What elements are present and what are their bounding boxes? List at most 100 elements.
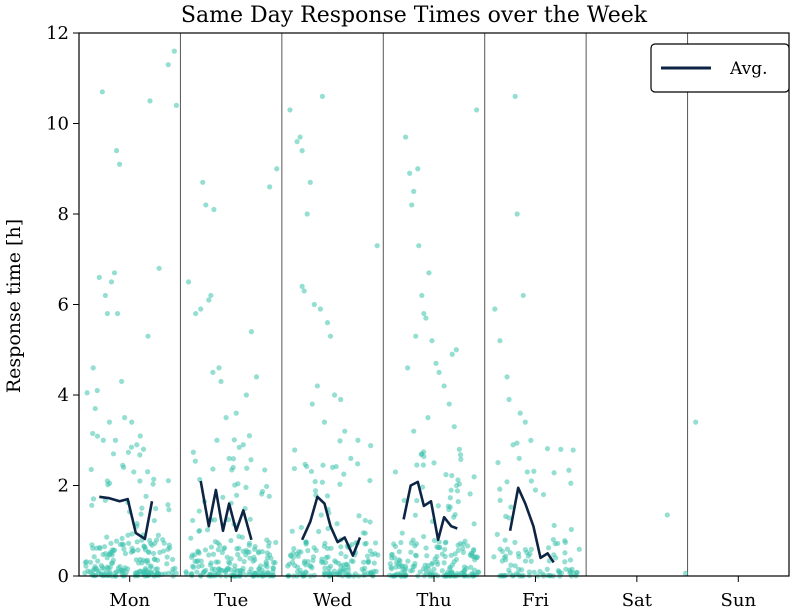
scatter-point [104, 310, 110, 317]
scatter-point [248, 329, 255, 335]
scatter-point [147, 98, 153, 104]
scatter-point [441, 383, 447, 389]
scatter-point [303, 570, 309, 576]
scatter-point [436, 544, 443, 551]
scatter-point [213, 559, 219, 565]
scatter-point [372, 540, 379, 546]
scatter-point [292, 447, 298, 453]
scatter-point [424, 553, 430, 559]
scatter-point [264, 550, 270, 556]
scatter-point [185, 279, 192, 285]
scatter-point [528, 558, 534, 564]
scatter-point [312, 478, 318, 485]
scatter-point [114, 310, 121, 317]
scatter-point [301, 560, 307, 566]
scatter-point [442, 546, 448, 553]
scatter-point [503, 557, 509, 563]
scatter-point [223, 415, 229, 421]
scatter-point [211, 206, 217, 213]
scatter-point [122, 572, 128, 578]
scatter-point [247, 516, 253, 522]
scatter-point [210, 551, 217, 557]
scatter-point [263, 483, 270, 490]
scatter-point [232, 563, 238, 569]
avg-line-group [99, 480, 555, 564]
scatter-point [145, 572, 151, 578]
scatter-point [151, 517, 157, 524]
scatter-point [252, 543, 258, 550]
scatter-point [455, 477, 461, 483]
scatter-point [497, 546, 503, 552]
x-tick-label: Fri [522, 590, 549, 611]
scatter-point [433, 360, 439, 366]
scatter-point [100, 437, 106, 443]
scatter-point [471, 474, 477, 480]
scatter-point [143, 493, 149, 499]
scatter-point [216, 365, 222, 371]
scatter-point [137, 433, 143, 439]
scatter-point [528, 437, 534, 443]
scatter-point [395, 561, 402, 567]
scatter-point [449, 351, 455, 357]
scatter-point [516, 455, 522, 461]
scatter-point [169, 569, 175, 575]
scatter-point [348, 558, 355, 564]
scatter-point [264, 537, 270, 543]
scatter-point [457, 452, 464, 458]
scatter-point [110, 451, 117, 457]
scatter-point [522, 419, 528, 425]
scatter-point [141, 544, 147, 550]
scatter-point [111, 270, 118, 276]
scatter-point [551, 470, 557, 476]
scatter-point [129, 419, 135, 425]
scatter-point [374, 243, 380, 249]
scatter-point [191, 552, 198, 558]
scatter-point [203, 202, 209, 208]
scatter-point [520, 292, 526, 299]
scatter-point [119, 569, 125, 575]
scatter-point [122, 415, 128, 421]
scatter-point [471, 567, 478, 573]
scatter-point [322, 540, 328, 546]
scatter-point [111, 547, 118, 553]
scatter-point [139, 505, 145, 511]
scatter-point [576, 546, 582, 552]
scatter-point [205, 527, 211, 533]
scatter-point [360, 530, 366, 536]
scatter-point [337, 481, 343, 487]
scatter-point [138, 511, 144, 517]
scatter-point [562, 559, 568, 565]
scatter-point [504, 479, 510, 485]
scatter-point [512, 93, 518, 99]
scatter-point [256, 566, 262, 573]
scatter-point [411, 428, 417, 434]
scatter-point [211, 517, 218, 523]
scatter-point [455, 547, 461, 554]
scatter-point [556, 569, 562, 575]
scatter-point [453, 347, 459, 353]
scatter-point [238, 567, 244, 574]
scatter-point [425, 415, 431, 421]
scatter-point [299, 148, 305, 154]
scatter-point [526, 569, 532, 575]
scatter-point [303, 539, 309, 546]
scatter-point [508, 562, 514, 568]
scatter-point [368, 569, 374, 575]
scatter-point [235, 481, 241, 487]
scatter-point [231, 570, 237, 576]
scatter-point [454, 488, 461, 494]
scatter-point [270, 565, 276, 571]
scatter-point [451, 514, 457, 520]
scatter-point [104, 534, 110, 540]
scatter-point [446, 401, 452, 407]
scatter-point [252, 557, 258, 563]
scatter-point [291, 465, 297, 472]
scatter-point [522, 558, 529, 564]
scatter-point [137, 478, 143, 484]
scatter-point [506, 396, 512, 403]
x-tick-label: Wed [313, 590, 352, 611]
scatter-point [301, 288, 307, 294]
scatter-point [146, 549, 152, 555]
scatter-point [152, 557, 158, 563]
